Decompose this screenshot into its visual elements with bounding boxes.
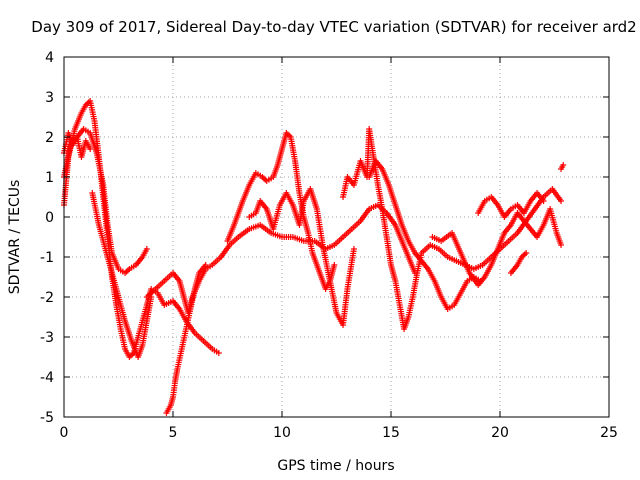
series-track-3: [89, 190, 155, 360]
y-tick-label: -1: [40, 250, 54, 266]
y-tick-label: -4: [40, 370, 54, 386]
y-tick-label: -2: [40, 290, 54, 306]
series-track-5: [143, 202, 418, 316]
x-tick-label: 0: [60, 425, 69, 441]
y-tick-label: -5: [40, 410, 54, 426]
y-tick-label: 3: [45, 90, 54, 106]
y-tick-label: -3: [40, 330, 54, 346]
data-point: [350, 246, 357, 252]
data-point: [523, 250, 530, 256]
y-tick-label: 4: [45, 50, 54, 66]
series-track-12: [475, 190, 547, 220]
y-tick-label: 0: [45, 210, 54, 226]
y-tick-label: 2: [45, 130, 54, 146]
x-tick-label: 25: [600, 425, 618, 441]
series-track-14: [558, 162, 567, 172]
chart-title: Day 309 of 2017, Sidereal Day-to-day VTE…: [31, 18, 636, 36]
series-track-10: [366, 158, 484, 312]
axis-ticks: 0 5 10 15 20 25 -5 -4 -3 -2 -1 0 1 2 3 4: [40, 50, 618, 441]
data-point: [215, 350, 222, 356]
data-points: [61, 98, 567, 416]
data-point: [560, 162, 567, 168]
plot-frame: [63, 56, 610, 418]
grid-lines: [64, 57, 609, 417]
y-axis-label: SDTVAR / TECUs: [7, 180, 23, 295]
data-point: [558, 242, 565, 248]
x-tick-label: 15: [382, 425, 400, 441]
data-point: [143, 246, 150, 252]
data-point: [540, 198, 547, 204]
series-track-4: [61, 130, 94, 160]
x-tick-label: 5: [169, 425, 178, 441]
series-track-8: [246, 186, 357, 328]
series-track-11: [429, 206, 565, 288]
data-point: [331, 262, 338, 268]
data-point: [558, 198, 565, 204]
series-track-6: [163, 262, 209, 416]
x-tick-label: 10: [273, 425, 291, 441]
data-point: [202, 262, 209, 268]
series-track-1: [61, 98, 222, 360]
data-point: [87, 146, 94, 152]
y-tick-label: 1: [45, 170, 54, 186]
x-axis-label: GPS time / hours: [277, 458, 394, 474]
series-track-13: [507, 250, 530, 276]
x-tick-label: 20: [491, 425, 509, 441]
